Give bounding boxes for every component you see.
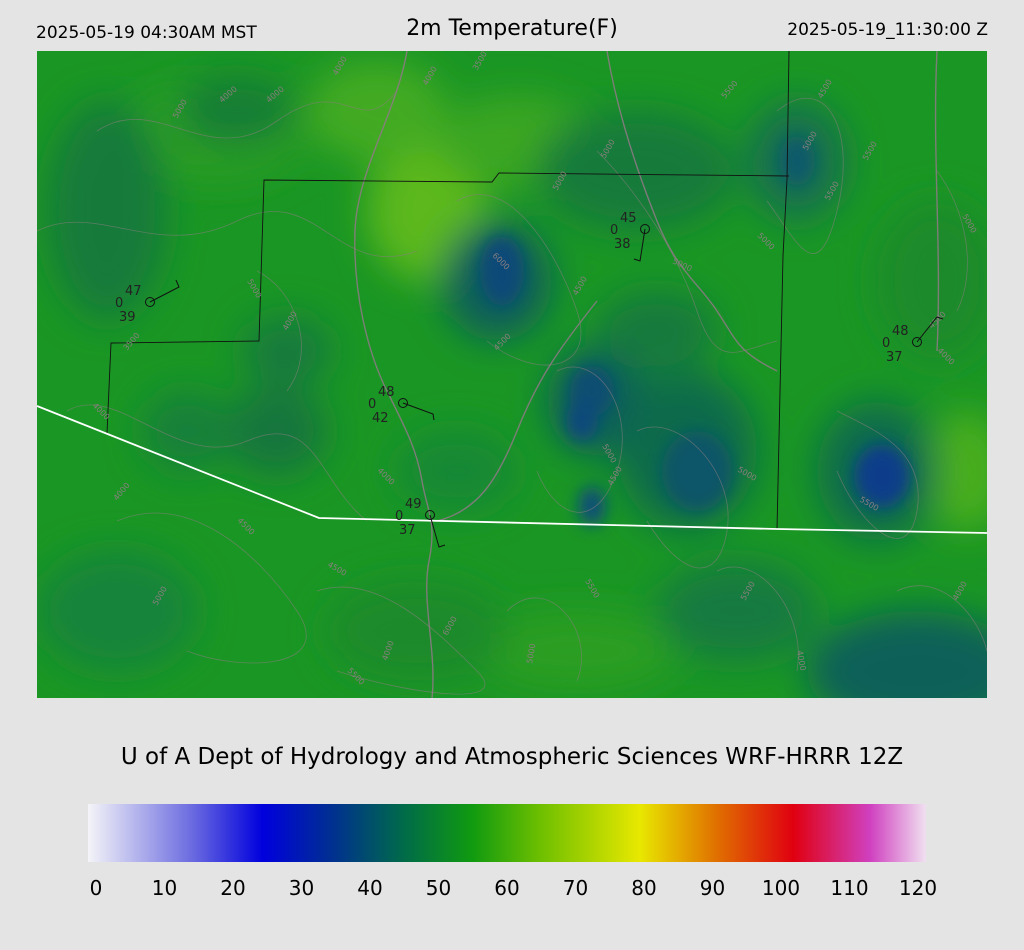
colorbar-tick-label: 70 [562,876,589,900]
wind-barb [149,279,180,303]
colorbar-tick-label: 60 [494,876,520,900]
station-temperature: 48 [892,324,909,339]
temperature-field [37,51,987,698]
wind-barb [402,402,435,421]
station-cloud-cover: 0 [368,397,376,412]
colorbar-tick-label: 0 [89,876,103,900]
colorbar-tick-label: 120 [898,876,938,900]
valid-time-local: 2025-05-19 04:30AM MST [36,23,257,43]
model-credit: U of A Dept of Hydrology and Atmospheric… [120,744,904,770]
station-temperature: 49 [405,497,422,512]
colorbar-tick-label: 20 [220,876,246,900]
station-temperature: 45 [620,211,637,226]
station-temperature: 47 [125,284,142,299]
wind-barb [916,316,944,343]
station-circle [398,398,408,408]
colorbar-tick-label: 80 [631,876,657,900]
county-borders [106,51,790,530]
colorbar-tick-labels: 0 10 20 30 40 50 60 70 80 90 100 110 120 [0,876,1024,906]
colorbar-tick-label: 90 [699,876,726,900]
station-dewpoint: 37 [886,350,903,365]
colorbar-tick-label: 50 [425,876,452,900]
station-temperature: 48 [378,385,395,400]
colorbar-tick-label: 100 [761,876,801,900]
colorbar-tick-label: 30 [288,876,315,900]
colorbar-tick-label: 40 [357,876,383,900]
station-cloud-cover: 0 [882,336,890,351]
wind-barb [633,228,646,262]
contour-elevation-label: 4000 [795,650,807,672]
station-cloud-cover: 0 [610,223,618,238]
colorbar-tick-label: 10 [151,876,178,900]
wind-barb [429,514,446,548]
valid-time-utc: 2025-05-19_11:30:00 Z [787,20,988,40]
station-dewpoint: 39 [119,310,136,325]
state-border [37,405,987,534]
station-circle [425,510,435,520]
station-circle [145,297,155,307]
station-cloud-cover: 0 [395,509,403,524]
temperature-colorbar [88,804,926,862]
station-circle [912,337,922,347]
station-circle [640,224,650,234]
station-dewpoint: 38 [614,237,631,252]
station-cloud-cover: 0 [115,296,123,311]
station-dewpoint: 42 [372,411,389,426]
station-dewpoint: 37 [399,523,416,538]
map-title: 2m Temperature(F) [406,16,618,41]
contour-elevation-label: 5000 [525,643,537,665]
rivers [354,51,940,698]
colorbar-tick-label: 110 [830,876,869,900]
